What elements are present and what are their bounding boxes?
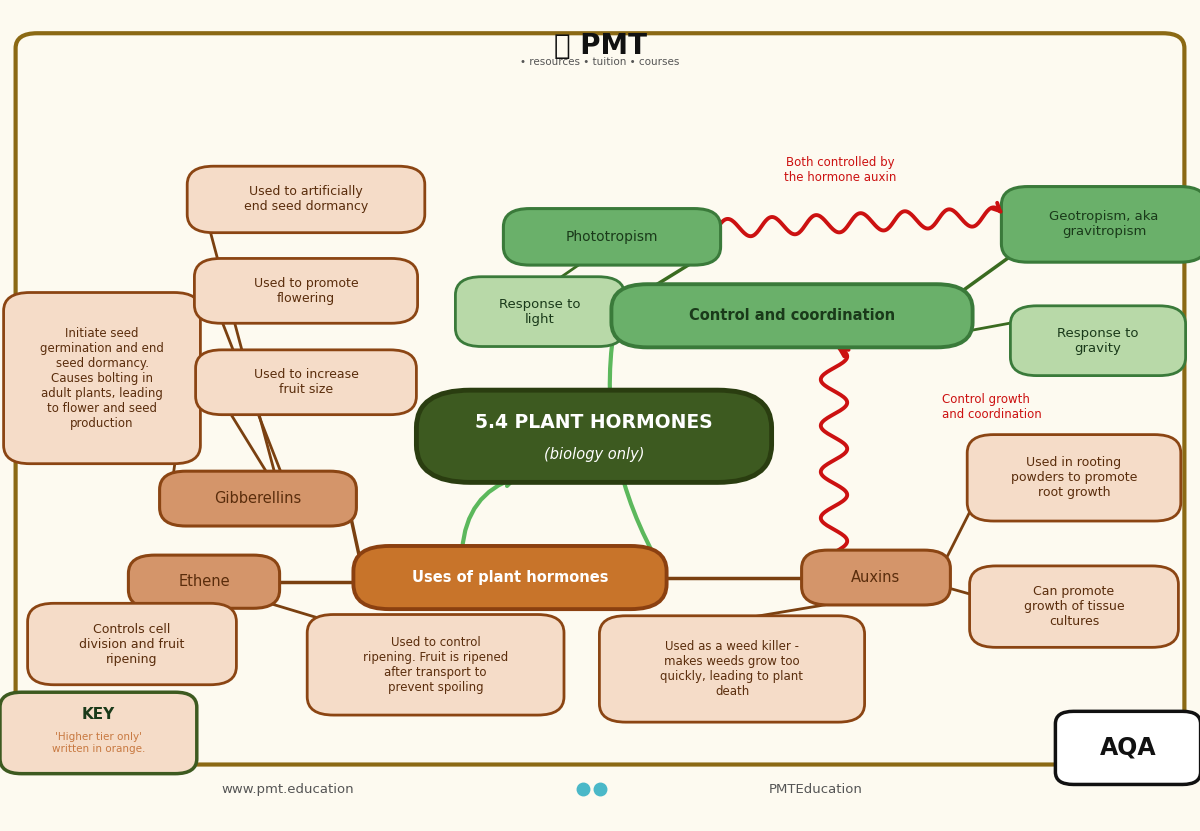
- Text: KEY: KEY: [82, 707, 115, 722]
- FancyBboxPatch shape: [353, 546, 667, 609]
- FancyBboxPatch shape: [612, 284, 973, 347]
- Text: (biology only): (biology only): [544, 447, 644, 462]
- Text: Used to promote
flowering: Used to promote flowering: [253, 277, 359, 305]
- Text: 5.4 PLANT HORMONES: 5.4 PLANT HORMONES: [475, 414, 713, 432]
- Text: www.pmt.education: www.pmt.education: [222, 783, 354, 796]
- FancyBboxPatch shape: [0, 692, 197, 774]
- FancyBboxPatch shape: [196, 350, 416, 415]
- Text: Geotropism, aka
gravitropism: Geotropism, aka gravitropism: [1049, 210, 1159, 238]
- Text: AQA: AQA: [1099, 736, 1157, 760]
- Text: Used to increase
fruit size: Used to increase fruit size: [253, 368, 359, 396]
- Text: Phototropism: Phototropism: [565, 230, 659, 243]
- FancyBboxPatch shape: [187, 166, 425, 233]
- FancyBboxPatch shape: [1001, 187, 1200, 263]
- Text: Can promote
growth of tissue
cultures: Can promote growth of tissue cultures: [1024, 585, 1124, 628]
- Text: Initiate seed
germination and end
seed dormancy.
Causes bolting in
adult plants,: Initiate seed germination and end seed d…: [40, 327, 164, 430]
- FancyBboxPatch shape: [28, 603, 236, 685]
- FancyBboxPatch shape: [194, 258, 418, 323]
- Text: Control and coordination: Control and coordination: [689, 308, 895, 323]
- Text: Response to
gravity: Response to gravity: [1057, 327, 1139, 355]
- FancyBboxPatch shape: [4, 293, 200, 464]
- FancyBboxPatch shape: [307, 615, 564, 715]
- Text: Auxins: Auxins: [851, 570, 901, 585]
- FancyBboxPatch shape: [456, 277, 624, 347]
- FancyBboxPatch shape: [160, 471, 356, 526]
- Text: Ethene: Ethene: [178, 574, 230, 589]
- Text: Control growth
and coordination: Control growth and coordination: [942, 393, 1042, 421]
- Text: Controls cell
division and fruit
ripening: Controls cell division and fruit ripenin…: [79, 622, 185, 666]
- Text: Gibberellins: Gibberellins: [215, 491, 301, 506]
- FancyBboxPatch shape: [1056, 711, 1200, 784]
- FancyBboxPatch shape: [416, 391, 772, 482]
- FancyBboxPatch shape: [128, 555, 280, 608]
- Text: 'Higher tier only'
written in orange.: 'Higher tier only' written in orange.: [52, 732, 145, 754]
- FancyBboxPatch shape: [16, 33, 1184, 765]
- Text: • resources • tuition • courses: • resources • tuition • courses: [521, 57, 679, 66]
- Text: Both controlled by
the hormone auxin: Both controlled by the hormone auxin: [784, 156, 896, 184]
- FancyBboxPatch shape: [1010, 306, 1186, 376]
- Text: PMTEducation: PMTEducation: [769, 783, 863, 796]
- FancyBboxPatch shape: [802, 550, 950, 605]
- FancyBboxPatch shape: [970, 566, 1178, 647]
- Text: Used as a weed killer -
makes weeds grow too
quickly, leading to plant
death: Used as a weed killer - makes weeds grow…: [660, 640, 804, 698]
- Text: Used to artificially
end seed dormancy: Used to artificially end seed dormancy: [244, 185, 368, 214]
- Text: Used in rooting
powders to promote
root growth: Used in rooting powders to promote root …: [1010, 456, 1138, 499]
- FancyBboxPatch shape: [504, 209, 720, 265]
- Text: Response to
light: Response to light: [499, 297, 581, 326]
- FancyBboxPatch shape: [600, 616, 864, 722]
- Text: Used to control
ripening. Fruit is ripened
after transport to
prevent spoiling: Used to control ripening. Fruit is ripen…: [362, 636, 509, 694]
- FancyBboxPatch shape: [967, 435, 1181, 521]
- Text: Uses of plant hormones: Uses of plant hormones: [412, 570, 608, 585]
- Text: 🕶 PMT: 🕶 PMT: [553, 32, 647, 60]
